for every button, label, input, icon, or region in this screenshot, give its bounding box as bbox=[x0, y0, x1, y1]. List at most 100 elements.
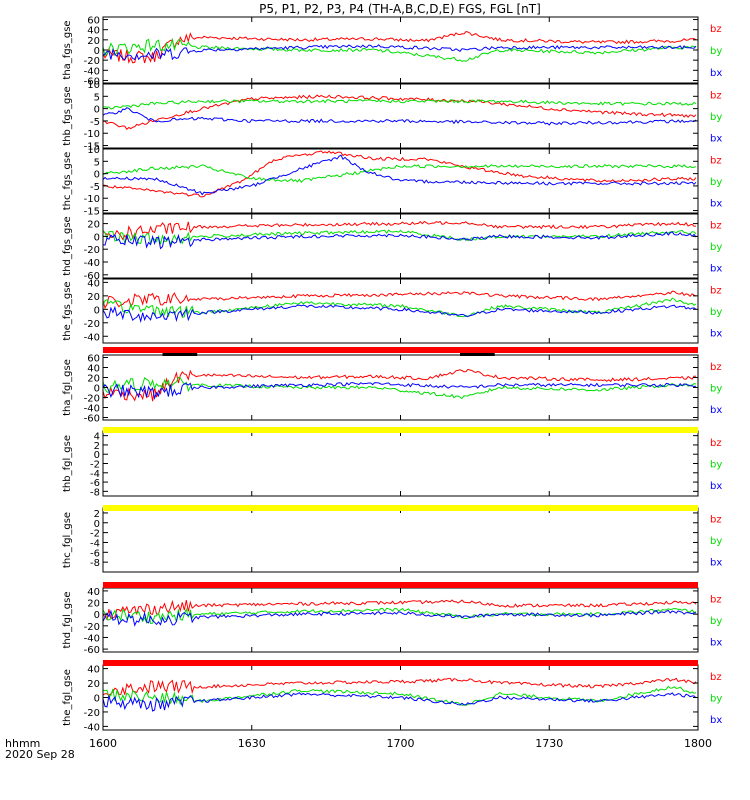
y-tick-label: -60 bbox=[84, 271, 100, 282]
y-axis-label: thd_fgs_gse bbox=[62, 216, 73, 275]
y-tick-label: -8 bbox=[90, 558, 100, 569]
series-by-tha_fgs_gse bbox=[103, 37, 697, 62]
x-tick-label: 1630 bbox=[238, 737, 266, 750]
y-axis-label: tha_fgl_gse bbox=[62, 359, 73, 416]
x-axis-label: hhmm bbox=[5, 737, 40, 750]
y-tick-label: 0 bbox=[94, 105, 100, 116]
y-tick-label: 40 bbox=[87, 278, 100, 289]
y-tick-label: -15 bbox=[84, 142, 100, 153]
y-tick-label: -20 bbox=[84, 622, 100, 633]
series-bx-thd_fgl_gse bbox=[103, 609, 697, 627]
y-tick-label: 40 bbox=[87, 665, 100, 676]
legend-bx: bx bbox=[710, 481, 722, 492]
y-tick-label: -2 bbox=[90, 460, 100, 471]
legend-bz: bz bbox=[710, 438, 722, 449]
y-tick-label: 0 bbox=[94, 46, 100, 57]
panel-frame bbox=[102, 16, 699, 84]
y-tick-label: -60 bbox=[84, 645, 100, 656]
panel-thd_fgs_gse: -60 -40 -20 020 thd_fgs_gse bz by bx bbox=[62, 213, 722, 282]
panel-frame bbox=[102, 587, 699, 653]
y-tick-label: 5 bbox=[94, 92, 100, 103]
status-bar-red bbox=[103, 582, 698, 588]
y-tick-label: 20 bbox=[87, 679, 100, 690]
y-tick-label: 40 bbox=[87, 26, 100, 37]
y-tick-label: -4 bbox=[90, 469, 100, 480]
status-bars bbox=[103, 347, 698, 666]
y-tick-label: -40 bbox=[84, 66, 100, 77]
y-tick-label: -40 bbox=[84, 722, 100, 733]
status-bar-red bbox=[103, 660, 698, 666]
y-tick-label: 10 bbox=[87, 80, 100, 91]
y-tick-label: 10 bbox=[87, 145, 100, 156]
y-tick-label: -40 bbox=[84, 633, 100, 644]
y-tick-label: 0 bbox=[94, 170, 100, 181]
y-tick-label: -20 bbox=[84, 394, 100, 405]
status-mark bbox=[460, 353, 495, 356]
legend-bx: bx bbox=[710, 198, 722, 209]
legend-bz: bz bbox=[710, 595, 722, 606]
legend-bx: bx bbox=[710, 715, 722, 726]
legend-by: by bbox=[710, 460, 722, 471]
x-tick-label: 1730 bbox=[535, 737, 563, 750]
legend-bx: bx bbox=[710, 405, 722, 416]
legend-bx: bx bbox=[710, 133, 722, 144]
y-tick-label: 20 bbox=[87, 599, 100, 610]
y-tick-label: -20 bbox=[84, 56, 100, 67]
panel-frame bbox=[102, 430, 699, 497]
series-bx-tha_fgl_gse bbox=[103, 382, 697, 401]
panel-the_fgl_gse: -40 -20 0 20 40 the_fgl_gse bz by bx bbox=[62, 664, 722, 733]
legend-bz: bz bbox=[710, 515, 722, 526]
series-bx-tha_fgs_gse bbox=[103, 44, 697, 61]
legend-bz: bz bbox=[710, 91, 722, 102]
y-tick-label: 0 bbox=[94, 305, 100, 316]
y-tick-label: 20 bbox=[87, 292, 100, 303]
y-axis-label: the_fgl_gse bbox=[62, 669, 73, 726]
series-bx-the_fgs_gse bbox=[103, 304, 697, 324]
y-tick-label: 40 bbox=[87, 587, 100, 598]
y-tick-label: -20 bbox=[84, 245, 100, 256]
x-tick-label: 1800 bbox=[684, 737, 712, 750]
series-bz-thd_fgs_gse bbox=[103, 220, 697, 241]
series-bz-thd_fgl_gse bbox=[103, 599, 697, 621]
y-tick-label: -60 bbox=[84, 414, 100, 425]
y-axis-label: thb_fgs_gse bbox=[62, 86, 73, 145]
series-bz-thc_fgs_gse bbox=[103, 150, 697, 198]
legend-bz: bz bbox=[710, 24, 722, 35]
series-bx-thb_fgs_gse bbox=[103, 107, 697, 126]
y-tick-label: 0 bbox=[94, 384, 100, 395]
legend-by: by bbox=[710, 694, 722, 705]
status-bar-yellow bbox=[103, 505, 698, 511]
y-tick-label: -40 bbox=[84, 404, 100, 415]
y-tick-label: -40 bbox=[84, 258, 100, 269]
legend-by: by bbox=[710, 384, 722, 395]
panel-frame bbox=[102, 83, 699, 149]
y-tick-label: 0 bbox=[94, 450, 100, 461]
y-tick-label: -5 bbox=[90, 117, 100, 128]
y-tick-label: 20 bbox=[87, 374, 100, 385]
y-tick-label: -8 bbox=[90, 487, 100, 498]
series-bz-the_fgl_gse bbox=[103, 677, 697, 696]
series-by-thb_fgs_gse bbox=[103, 99, 697, 110]
y-tick-label: 0 bbox=[94, 694, 100, 705]
y-tick-label: -5 bbox=[90, 182, 100, 193]
x-tick-label: 1600 bbox=[89, 737, 117, 750]
legend-by: by bbox=[710, 242, 722, 253]
series-by-tha_fgl_gse bbox=[103, 376, 697, 400]
y-tick-label: -6 bbox=[90, 548, 100, 559]
series-bx-thd_fgs_gse bbox=[103, 231, 697, 250]
y-tick-label: -6 bbox=[90, 478, 100, 489]
legend-bx: bx bbox=[710, 637, 722, 648]
series-bx-the_fgl_gse bbox=[103, 692, 697, 712]
x-tick-label: 1700 bbox=[387, 737, 415, 750]
series-bx-thc_fgs_gse bbox=[103, 154, 697, 196]
legend-by: by bbox=[710, 112, 722, 123]
legend-bz: bz bbox=[710, 221, 722, 232]
y-tick-label: 60 bbox=[87, 16, 100, 27]
series-by-thc_fgs_gse bbox=[103, 164, 697, 183]
x-axis-date: 2020 Sep 28 bbox=[5, 748, 75, 761]
series-bz-thb_fgs_gse bbox=[103, 94, 697, 131]
